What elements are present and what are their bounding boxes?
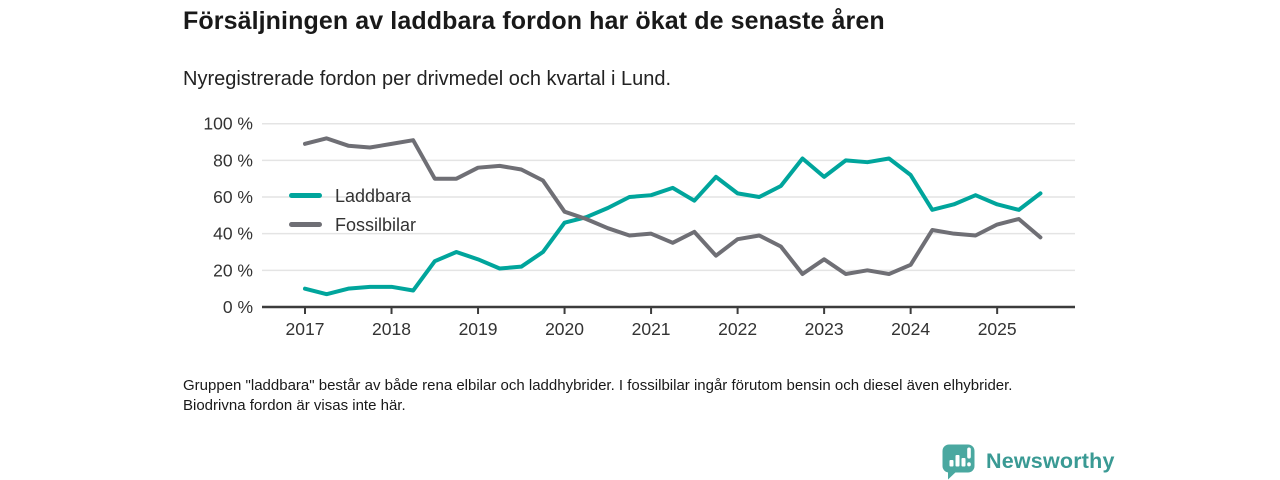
svg-text:2018: 2018 [372, 319, 411, 339]
svg-text:2021: 2021 [632, 319, 671, 339]
legend-item-laddbara: Laddbara [289, 185, 416, 206]
svg-text:2019: 2019 [459, 319, 498, 339]
svg-text:2020: 2020 [545, 319, 584, 339]
legend-item-fossilbilar: Fossilbilar [289, 214, 416, 235]
fossilbilar-line-swatch [289, 222, 322, 227]
newsworthy-logo: Newsworthy [941, 443, 1115, 480]
svg-text:20 %: 20 % [213, 260, 253, 280]
svg-text:40 %: 40 % [213, 224, 253, 244]
chart-subtitle: Nyregistrerade fordon per drivmedel och … [183, 68, 672, 90]
legend-label-laddbara: Laddbara [335, 185, 412, 206]
svg-text:2024: 2024 [891, 319, 930, 339]
svg-text:2022: 2022 [718, 319, 757, 339]
line-chart-plot: 0 % 20 % 40 % 60 % 80 % 100 % 2017 2018 2019 2020… [203, 114, 1075, 339]
footnote: Gruppen "laddbara" består av både rena e… [183, 377, 1013, 414]
laddbara-line-swatch [289, 193, 322, 198]
svg-text:60 %: 60 % [213, 187, 253, 207]
svg-text:2017: 2017 [286, 319, 325, 339]
newsworthy-wordmark: Newsworthy [986, 449, 1115, 473]
svg-text:80 %: 80 % [213, 150, 253, 170]
svg-text:2025: 2025 [978, 319, 1017, 339]
chart-legend: Laddbara Fossilbilar [289, 185, 416, 235]
svg-text:2023: 2023 [805, 319, 844, 339]
legend-label-fossilbilar: Fossilbilar [335, 214, 417, 235]
svg-text:0 %: 0 % [223, 297, 253, 317]
page-title: Försäljningen av laddbara fordon har öka… [183, 7, 885, 35]
newsworthy-bar-chart-bubble-icon [942, 444, 975, 480]
svg-text:100 %: 100 % [203, 114, 253, 134]
